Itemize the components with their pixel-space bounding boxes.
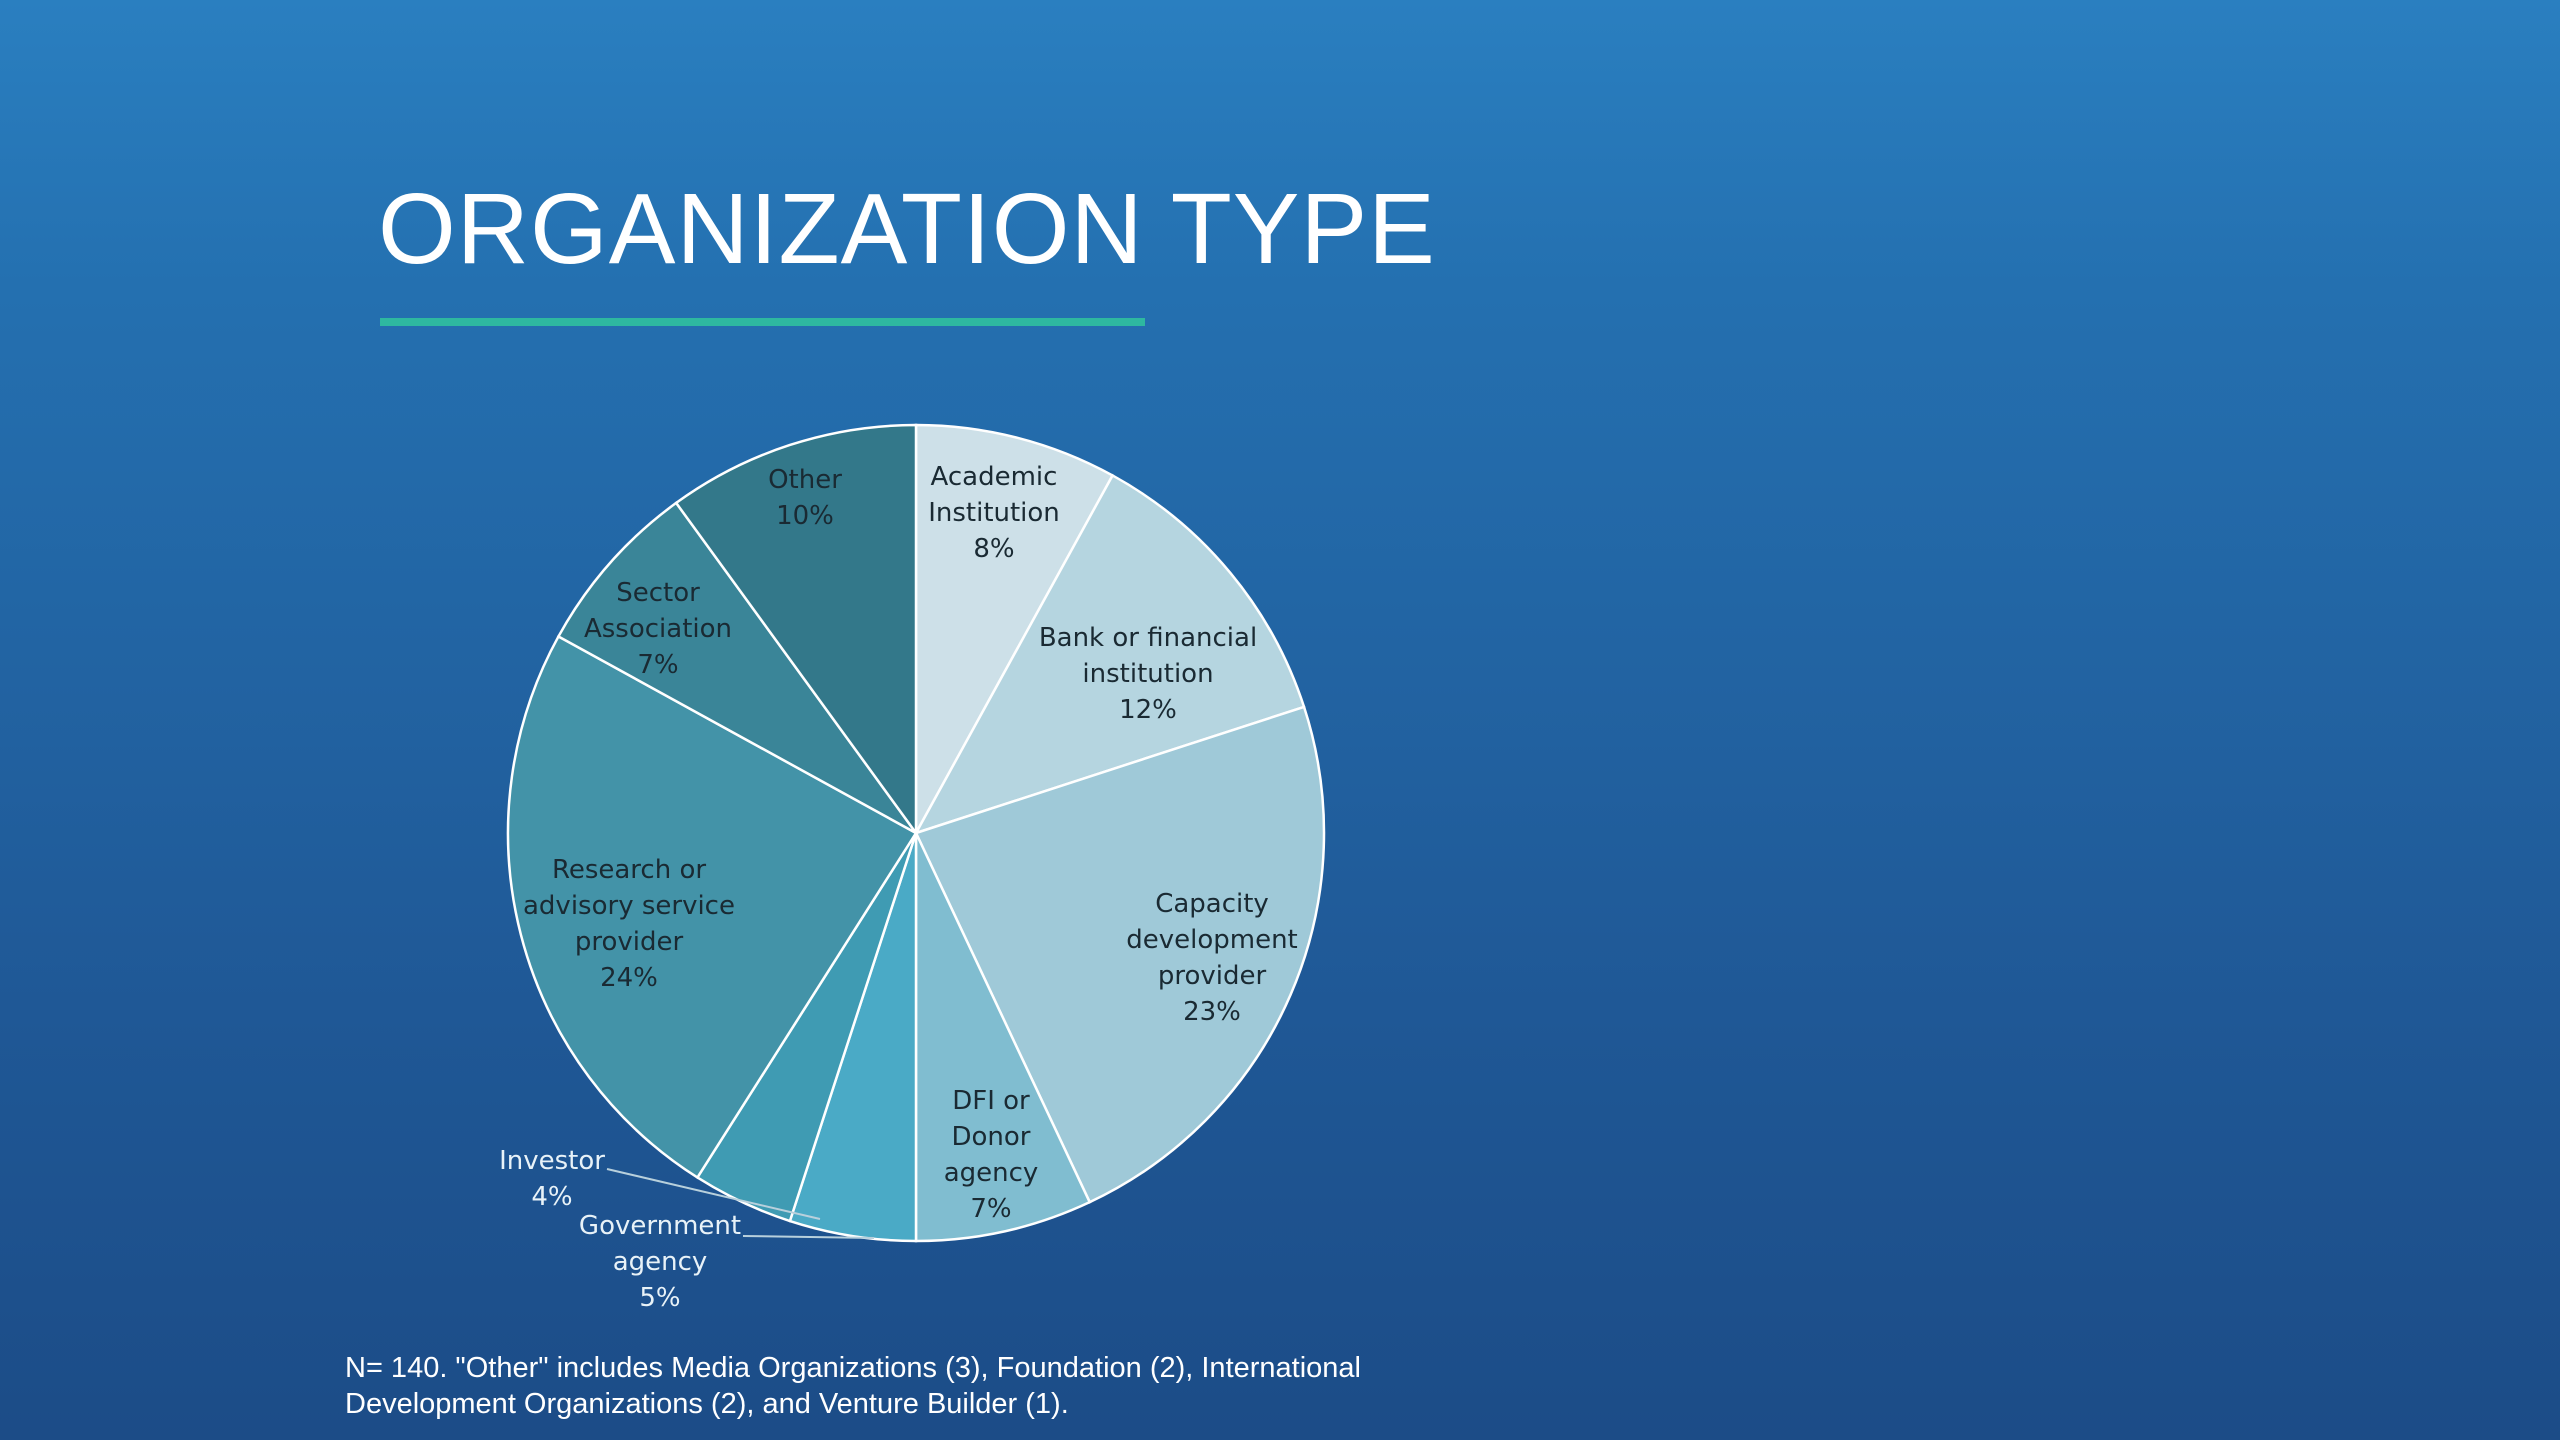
pie-slice: [914, 832, 1092, 1243]
category-label: Other: [768, 465, 842, 495]
slice-label: Government agency 5%: [570, 1208, 750, 1316]
category-label: Research or advisory service provider: [523, 855, 735, 957]
value-label: 5%: [639, 1283, 681, 1313]
category-label: Academic Institution: [928, 462, 1060, 528]
slice-label: DFI or Donor agency 7%: [936, 1083, 1046, 1227]
slice-label: Other 10%: [745, 462, 865, 534]
category-label: DFI or Donor agency: [943, 1086, 1039, 1188]
category-label: Sector Association: [583, 578, 733, 644]
value-label: 10%: [776, 501, 834, 531]
category-label: Bank or financial institution: [1038, 623, 1258, 689]
value-label: 23%: [1183, 997, 1241, 1027]
value-label: 7%: [970, 1194, 1012, 1224]
slice-label: Academic Institution 8%: [914, 459, 1074, 567]
footnote: N= 140. "Other" includes Media Organizat…: [345, 1352, 1361, 1420]
category-label: Government agency: [578, 1211, 742, 1277]
slice-label: Bank or financial institution 12%: [1023, 620, 1273, 728]
slide-title: ORGANIZATION TYPE: [378, 173, 1436, 285]
value-label: 8%: [973, 534, 1015, 564]
pie-slice: [913, 473, 1306, 836]
value-label: 24%: [600, 963, 658, 993]
pie-slice: [506, 634, 918, 1180]
leader-line: [606, 1168, 821, 1220]
pie-slice: [914, 423, 1115, 834]
category-label: Investor: [499, 1146, 605, 1176]
pie-slice: [914, 705, 1326, 1204]
slice-label: Sector Association 7%: [568, 575, 748, 683]
value-label: 12%: [1119, 695, 1177, 725]
category-label: Capacity development provider: [1126, 889, 1298, 991]
value-label: 7%: [637, 650, 679, 680]
pie-slice: [556, 501, 918, 835]
title-underline: [380, 318, 1145, 326]
slice-label: Investor 4%: [472, 1143, 632, 1215]
slice-label: Research or advisory service provider 24%: [509, 852, 749, 996]
value-label: 4%: [531, 1182, 573, 1212]
leader-line: [742, 1235, 875, 1239]
pie-slice: [674, 423, 918, 837]
slice-label: Capacity development provider 23%: [1112, 886, 1312, 1030]
